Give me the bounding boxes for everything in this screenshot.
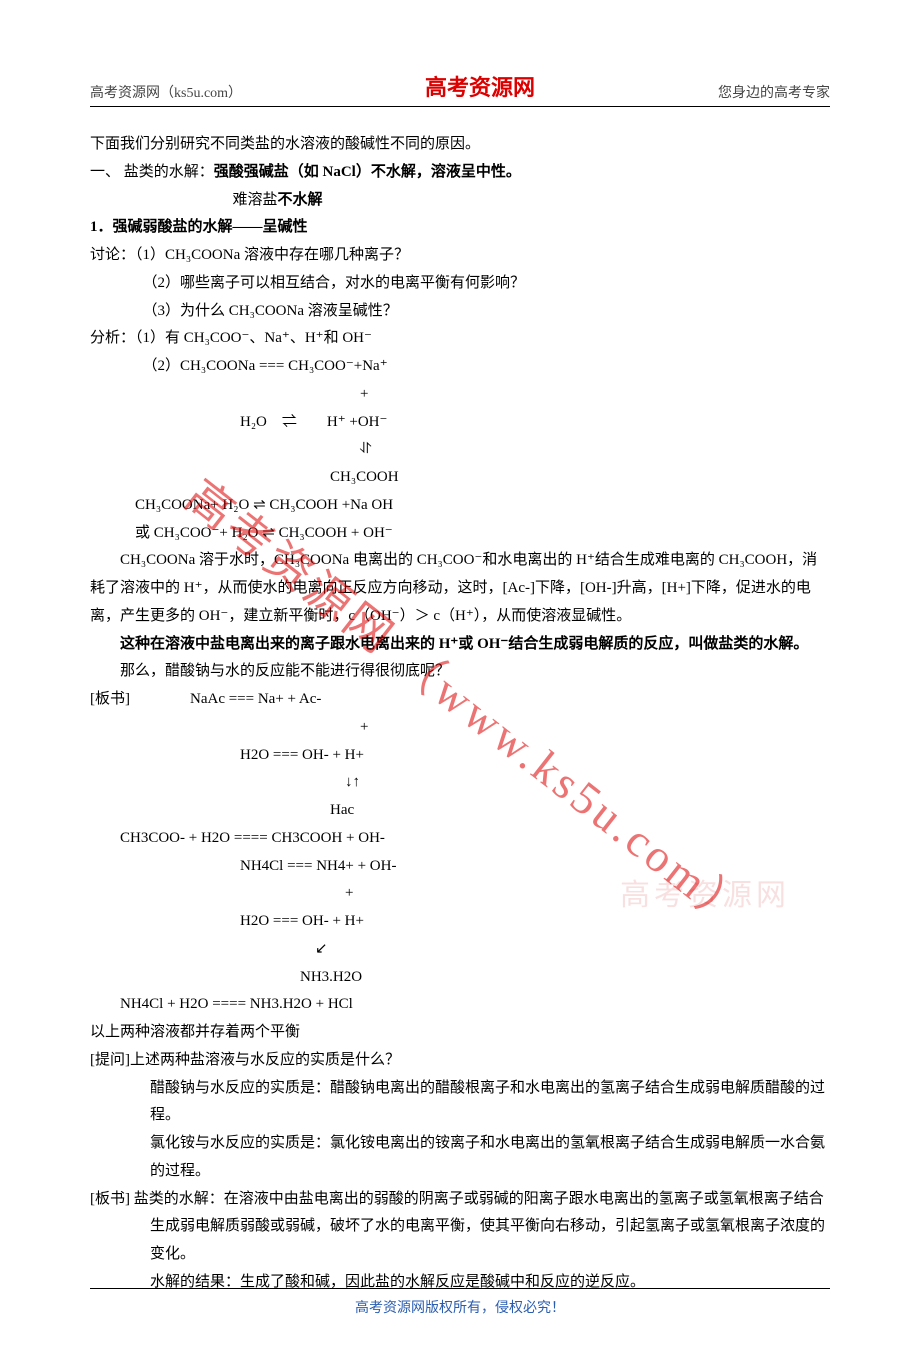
equation: H2O === OH- + H+ — [240, 742, 830, 770]
equation: ⥯ — [360, 436, 830, 464]
paragraph: 氯化铵与水反应的实质是：氯化铵电离出的铵离子和水电离出的氢氧根离子结合生成弱电解… — [150, 1130, 830, 1186]
page-header: 高考资源网（ks5u.com） 高考资源网 您身边的高考专家 — [90, 70, 830, 107]
equation: NH4Cl + H2O ==== NH3.H2O + HCl — [120, 991, 830, 1019]
equation: NH3.H2O — [300, 964, 830, 992]
equation: H₂O ⇌ H⁺ +OH⁻ — [240, 409, 830, 437]
page: 高考资源网（ks5u.com） 高考资源网 您身边的高考专家 高考资源网 （ww… — [0, 0, 920, 1357]
equation: CH₃COONa+ H₂O ⇌ CH₃COOH +Na OH — [135, 492, 830, 520]
equation: ↓↑ — [345, 769, 830, 797]
equation: CH3COO- + H2O ==== CH3COOH + OH- — [120, 825, 830, 853]
body-text: 以上两种溶液都并存着两个平衡 — [90, 1019, 830, 1047]
body-text: 分析：（1）有 CH₃COO⁻、Na⁺、H⁺和 OH⁻ — [90, 325, 830, 353]
text: 一、 盐类的水解： — [90, 164, 214, 180]
equation: CH₃COOH — [330, 464, 830, 492]
body-text: 下面我们分别研究不同类盐的水溶液的酸碱性不同的原因。 — [90, 131, 830, 159]
equation: + — [345, 880, 830, 908]
paragraph-bold: 这种在溶液中盐电离出来的离子跟水电离出来的 H⁺或 OH⁻结合生成弱电解质的反应… — [90, 631, 830, 659]
equation: [板书] NaAc === Na+ + Ac- — [90, 686, 830, 714]
paragraph: CH₃COONa 溶于水时，CH₃COONa 电离出的 CH₃COO⁻和水电离出… — [90, 547, 830, 630]
equation: Hac — [330, 797, 830, 825]
paragraph: [板书] 盐类的水解：在溶液中由盐电离出的弱酸的阴离子或弱碱的阳离子跟水电离出的… — [90, 1186, 830, 1269]
header-center-logo: 高考资源网 — [425, 70, 535, 102]
paragraph: 醋酸钠与水反应的实质是：醋酸钠电离出的醋酸根离子和水电离出的氢离子结合生成弱电解… — [150, 1075, 830, 1131]
equation: ↙ — [315, 936, 830, 964]
body-text: 那么，醋酸钠与水的反应能不能进行得很彻底呢？ — [90, 658, 830, 686]
equation: + — [360, 381, 830, 409]
equation: H2O === OH- + H+ — [240, 908, 830, 936]
body-text: 一、 盐类的水解：强酸强碱盐（如 NaCl）不水解，溶液呈中性。 — [90, 159, 830, 187]
equation: NH4Cl === NH4+ + OH- — [240, 853, 830, 881]
body-text: （3）为什么 CH₃COONa 溶液呈碱性？ — [143, 298, 831, 326]
equation: 或 CH₃COO⁻+ H₂O ⇌ CH₃COOH + OH⁻ — [135, 520, 830, 548]
header-left: 高考资源网（ks5u.com） — [90, 82, 242, 102]
heading: 1．强碱弱酸盐的水解——呈碱性 — [90, 214, 830, 242]
text-bold: 不水解 — [278, 192, 323, 208]
body-text: 难溶盐不水解 — [233, 187, 831, 215]
text: 难溶盐 — [233, 192, 278, 208]
equation: + — [360, 714, 830, 742]
body-text: （2）哪些离子可以相互结合，对水的电离平衡有何影响？ — [143, 270, 831, 298]
body-text: [提问]上述两种盐溶液与水反应的实质是什么？ — [90, 1047, 830, 1075]
header-right: 您身边的高考专家 — [718, 82, 830, 102]
page-footer: 高考资源网版权所有，侵权必究！ — [90, 1288, 830, 1317]
body-text: 讨论：（1）CH₃COONa 溶液中存在哪几种离子？ — [90, 242, 830, 270]
text-bold: 强酸强碱盐（如 NaCl）不水解，溶液呈中性。 — [214, 164, 521, 180]
equation: （2）CH₃COONa === CH₃COO⁻+Na⁺ — [143, 353, 831, 381]
